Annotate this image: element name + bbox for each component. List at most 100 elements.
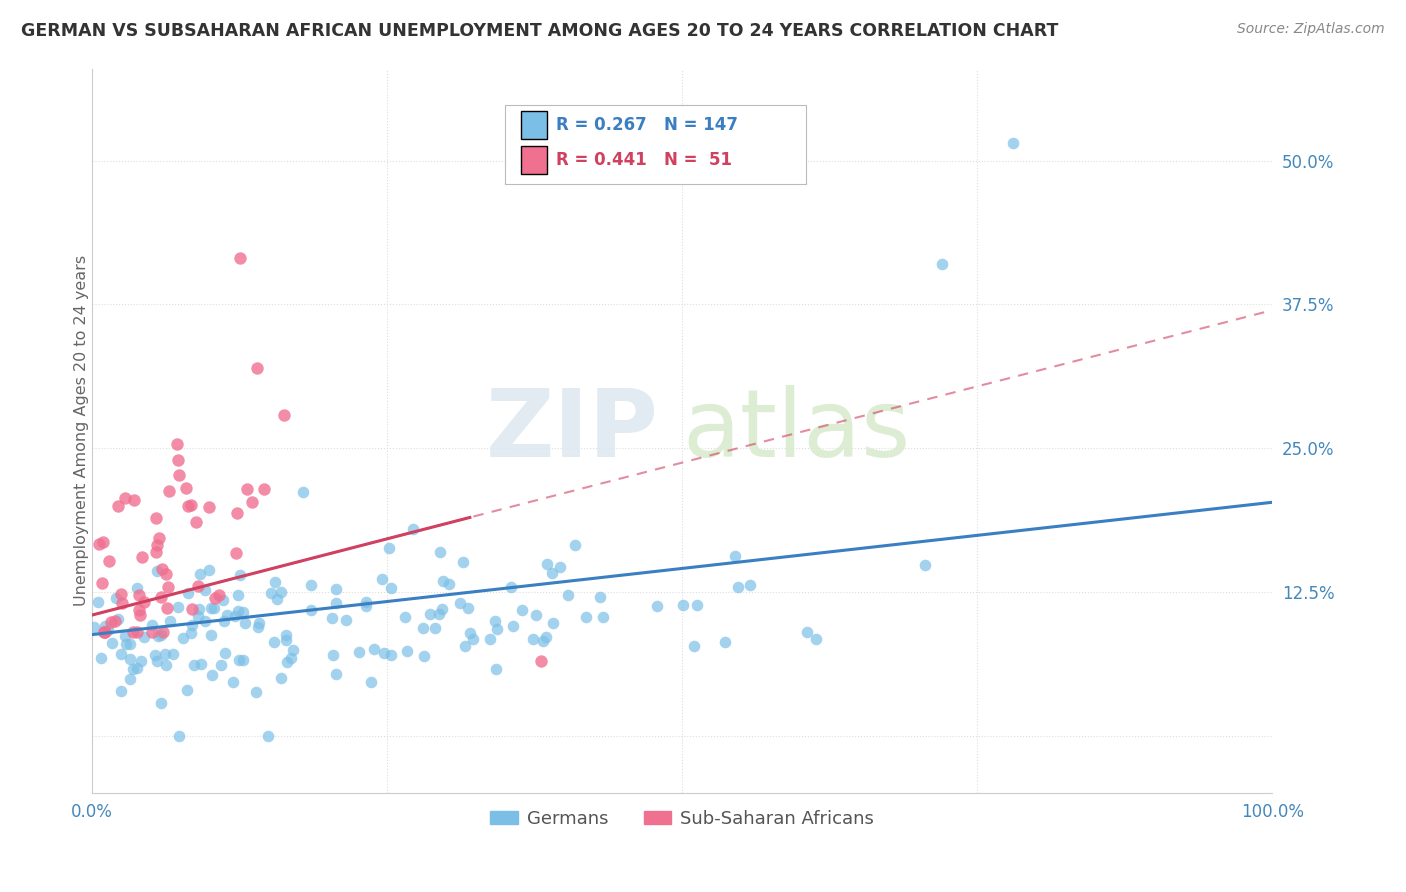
Point	[479, 632, 502, 646]
Point	[228, 653, 250, 667]
Point	[110, 648, 132, 662]
Point	[110, 683, 132, 698]
Point	[146, 654, 169, 668]
Point	[247, 616, 270, 631]
Point	[177, 586, 200, 600]
FancyBboxPatch shape	[520, 146, 547, 174]
Point	[363, 642, 385, 657]
Point	[356, 599, 378, 614]
Point	[273, 408, 295, 422]
Point	[120, 637, 142, 651]
Point	[93, 624, 115, 639]
Point	[200, 628, 222, 642]
Point	[235, 615, 257, 630]
Point	[270, 671, 292, 685]
Point	[264, 575, 287, 590]
Point	[107, 499, 129, 513]
Point	[152, 562, 174, 576]
Point	[121, 625, 143, 640]
Point	[1001, 136, 1024, 151]
Point	[146, 564, 169, 578]
Point	[121, 662, 143, 676]
Point	[522, 632, 544, 646]
Point	[97, 623, 120, 637]
Point	[557, 589, 579, 603]
Point	[90, 651, 112, 665]
Point	[592, 610, 614, 624]
Point	[224, 609, 246, 624]
Point	[256, 729, 278, 743]
Point	[419, 607, 441, 621]
Point	[150, 696, 173, 710]
Point	[530, 654, 553, 668]
Point	[83, 620, 105, 634]
Point	[276, 656, 298, 670]
Point	[222, 675, 245, 690]
Point	[240, 495, 263, 509]
Point	[156, 601, 179, 615]
Point	[682, 639, 704, 653]
Point	[214, 646, 236, 660]
Point	[458, 626, 481, 640]
Point	[672, 598, 695, 612]
Point	[499, 580, 522, 594]
Point	[439, 576, 461, 591]
Point	[253, 482, 276, 496]
Point	[149, 628, 172, 642]
Point	[125, 661, 148, 675]
Point	[128, 603, 150, 617]
Point	[110, 596, 132, 610]
Point	[215, 607, 238, 622]
Point	[322, 648, 344, 662]
Point	[129, 608, 152, 623]
Point	[181, 618, 204, 632]
Point	[484, 614, 506, 628]
Point	[167, 729, 190, 743]
Point	[166, 437, 188, 451]
Point	[727, 581, 749, 595]
Point	[534, 630, 557, 644]
Point	[110, 587, 132, 601]
Point	[167, 453, 190, 467]
Point	[325, 597, 347, 611]
Point	[188, 601, 211, 615]
Point	[588, 590, 610, 604]
Point	[226, 588, 249, 602]
Point	[427, 607, 450, 621]
Point	[247, 619, 270, 633]
Text: R = 0.441   N =  51: R = 0.441 N = 51	[555, 151, 733, 169]
Point	[107, 612, 129, 626]
Point	[94, 619, 117, 633]
Point	[804, 632, 827, 647]
Point	[200, 600, 222, 615]
Point	[146, 538, 169, 552]
Point	[141, 618, 163, 632]
Point	[148, 531, 170, 545]
Text: GERMAN VS SUBSAHARAN AFRICAN UNEMPLOYMENT AMONG AGES 20 TO 24 YEARS CORRELATION : GERMAN VS SUBSAHARAN AFRICAN UNEMPLOYMEN…	[21, 22, 1059, 40]
Point	[114, 629, 136, 643]
Point	[190, 657, 212, 671]
Point	[194, 614, 217, 628]
Point	[454, 639, 477, 653]
Point	[145, 545, 167, 559]
Point	[449, 596, 471, 610]
Point	[226, 604, 249, 618]
Point	[131, 549, 153, 564]
Text: Source: ZipAtlas.com: Source: ZipAtlas.com	[1237, 22, 1385, 37]
Point	[152, 625, 174, 640]
Point	[104, 614, 127, 628]
Point	[531, 633, 554, 648]
Point	[461, 632, 484, 647]
Point	[149, 590, 172, 604]
Point	[194, 582, 217, 597]
Point	[260, 586, 283, 600]
Point	[87, 537, 110, 551]
Point	[159, 614, 181, 628]
Point	[413, 649, 436, 664]
Point	[246, 360, 269, 375]
Point	[167, 600, 190, 615]
FancyBboxPatch shape	[505, 104, 806, 185]
Point	[97, 554, 120, 568]
Point	[510, 603, 533, 617]
Point	[291, 484, 314, 499]
